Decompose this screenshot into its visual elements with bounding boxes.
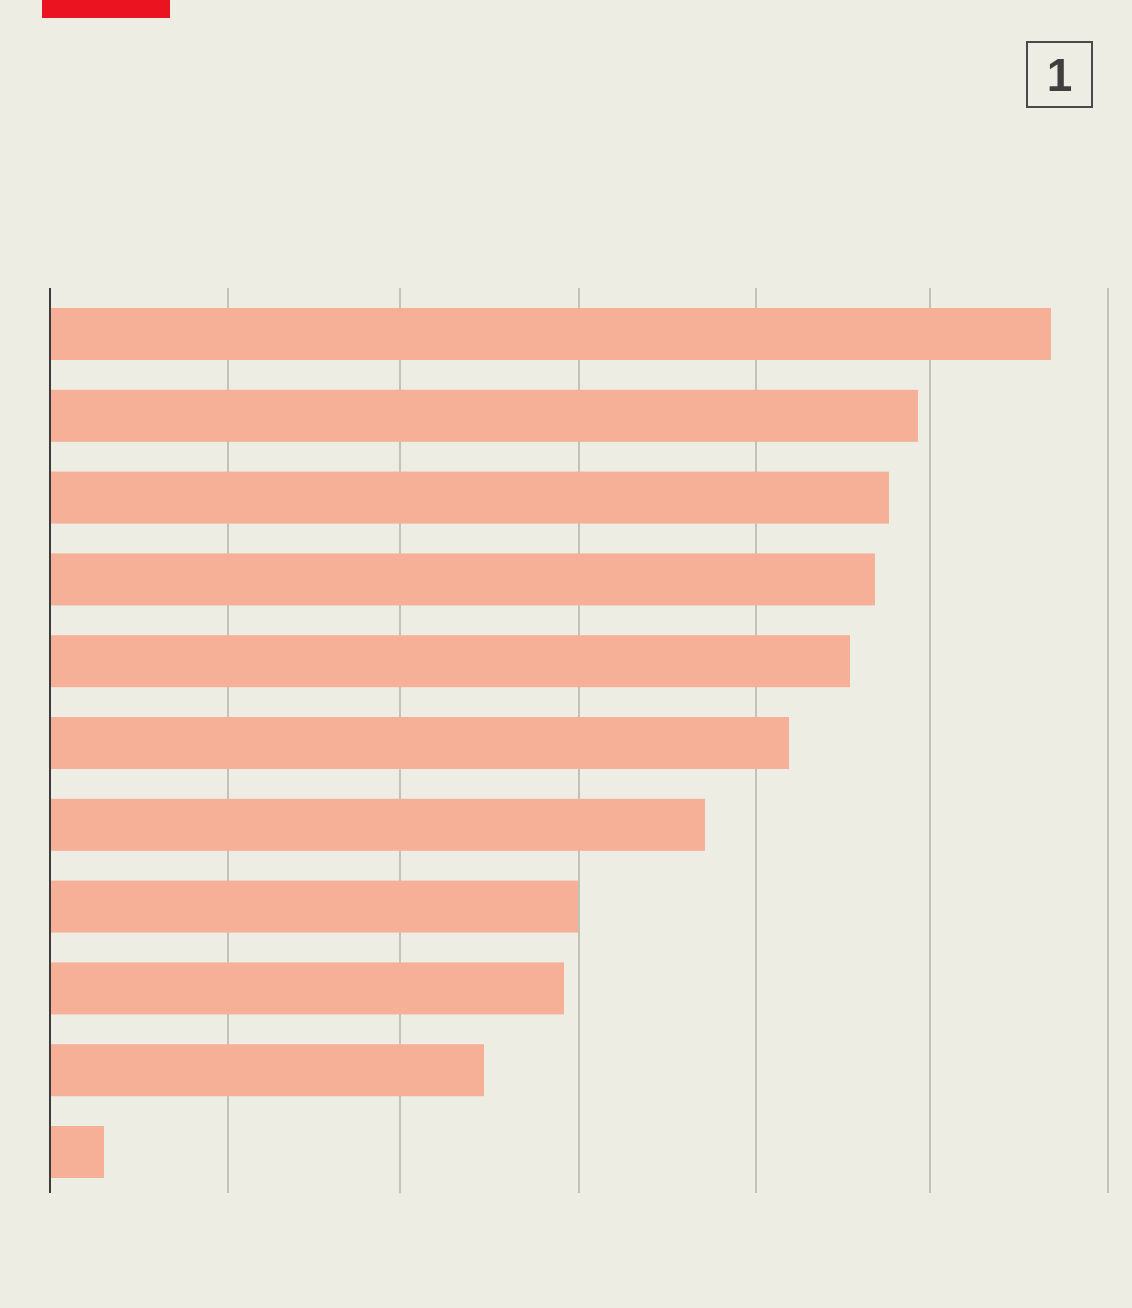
bar — [50, 798, 705, 851]
bar — [50, 717, 789, 769]
bar — [50, 1126, 104, 1178]
bar-layer — [50, 308, 1051, 1178]
chart-number: 1 — [1046, 48, 1073, 101]
bar — [50, 1044, 484, 1097]
bar — [50, 308, 1051, 360]
bar — [50, 471, 889, 524]
brand-accent-bar — [42, 0, 170, 18]
bar — [50, 962, 564, 1015]
bar — [50, 635, 850, 688]
chart-number-badge: 1 — [1026, 41, 1093, 108]
bar — [50, 553, 875, 606]
bar — [50, 389, 918, 442]
bar — [50, 880, 578, 933]
